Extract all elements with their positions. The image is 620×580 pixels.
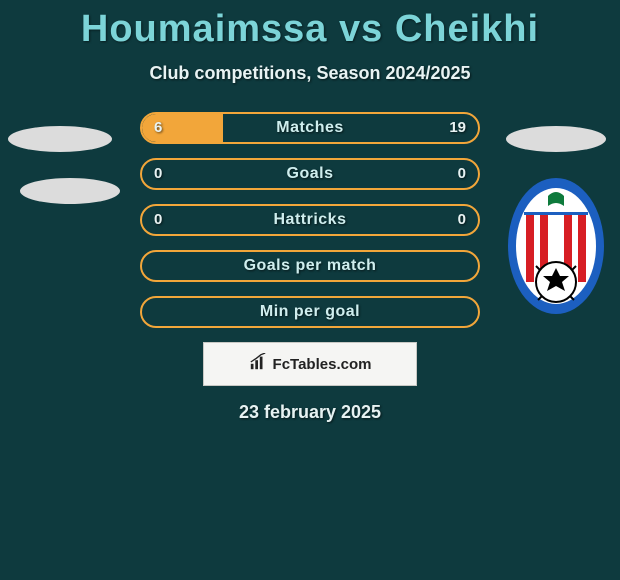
stat-right-value: 0: [458, 160, 466, 188]
avatar-placeholder-left-1: [8, 126, 112, 152]
stat-row-matches: 6 Matches 19: [140, 112, 480, 144]
brand-box[interactable]: FcTables.com: [203, 342, 417, 386]
date-label: 23 february 2025: [0, 402, 620, 423]
stat-right-value: 19: [449, 114, 466, 142]
stat-row-mpg: Min per goal: [140, 296, 480, 328]
brand-text: FcTables.com: [273, 356, 372, 373]
stat-row-gpm: Goals per match: [140, 250, 480, 282]
stat-right-value: 0: [458, 206, 466, 234]
stat-label: Min per goal: [142, 298, 478, 326]
stat-label: Hattricks: [142, 206, 478, 234]
club-crest: [506, 176, 606, 316]
stats-container: 6 Matches 19 0 Goals 0 0 Hattricks 0 Goa…: [140, 112, 480, 328]
stat-row-goals: 0 Goals 0: [140, 158, 480, 190]
page-subtitle: Club competitions, Season 2024/2025: [0, 63, 620, 84]
stat-row-hattricks: 0 Hattricks 0: [140, 204, 480, 236]
stat-label: Goals: [142, 160, 478, 188]
avatar-placeholder-left-2: [20, 178, 120, 204]
page-title: Houmaimssa vs Cheikhi: [0, 0, 620, 51]
stat-label: Matches: [142, 114, 478, 142]
stat-label: Goals per match: [142, 252, 478, 280]
bar-chart-icon: [249, 353, 267, 376]
avatar-placeholder-right-1: [506, 126, 606, 152]
